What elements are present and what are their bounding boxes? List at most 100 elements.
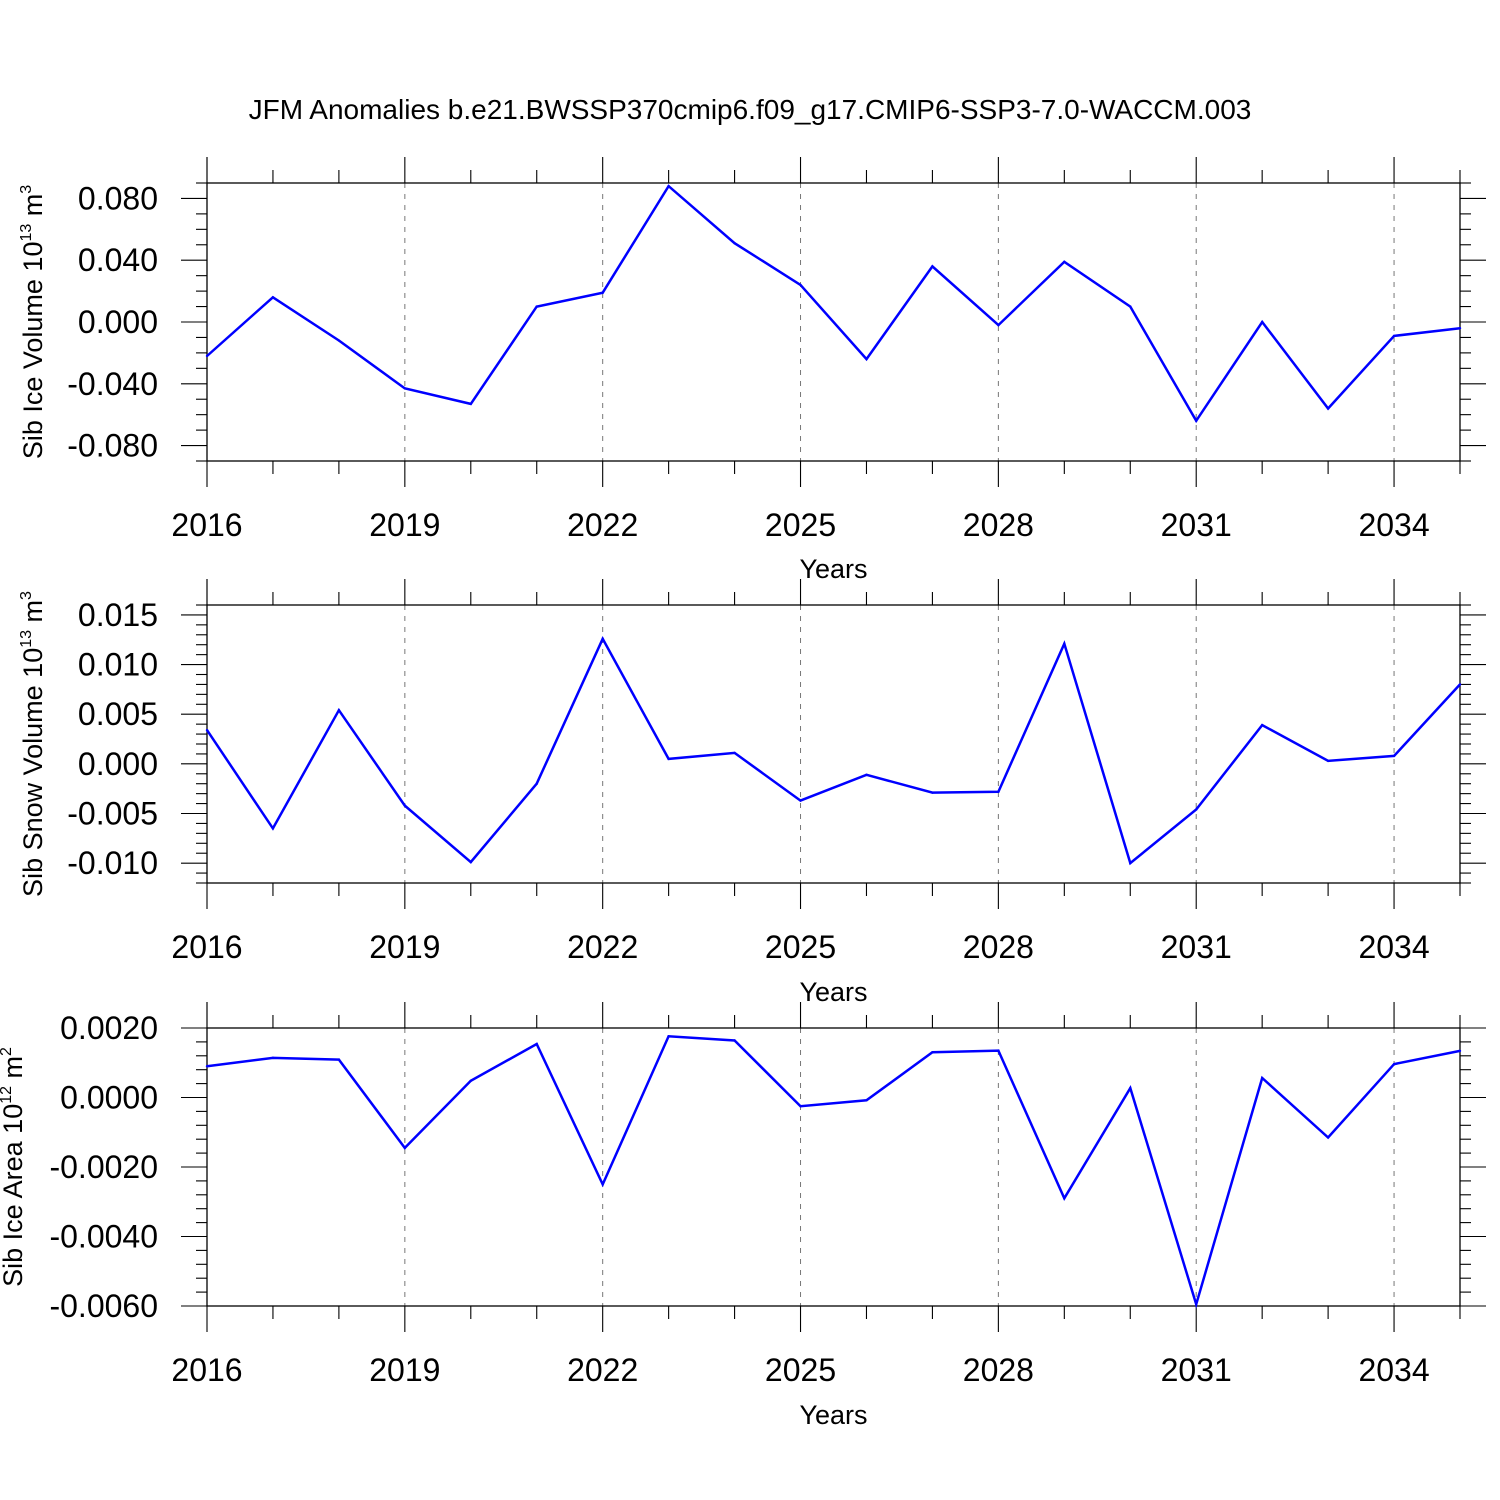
y-axis-title-text: Sib Ice Area 10 — [0, 1104, 28, 1287]
data-point — [337, 1058, 341, 1061]
data-point — [733, 1039, 736, 1042]
x-tick-label: 2022 — [567, 929, 638, 965]
data-point — [1129, 861, 1132, 865]
x-tick-label: 2031 — [1161, 929, 1232, 965]
y-tick-label: -0.080 — [67, 428, 158, 464]
y-tick-label: 0.080 — [78, 180, 158, 216]
x-tick-label: 2022 — [567, 507, 638, 543]
data-point — [403, 1146, 407, 1150]
data-point — [403, 804, 407, 807]
x-tick-label: 2028 — [963, 929, 1034, 965]
x-axis-title: Years — [799, 554, 867, 584]
x-tick-label: 2034 — [1358, 507, 1429, 543]
y-axis-title-unit: m — [18, 600, 48, 630]
x-tick-label: 2016 — [171, 1352, 242, 1388]
data-point — [733, 751, 736, 755]
data-point — [1458, 1049, 1462, 1053]
data-point — [1260, 723, 1264, 727]
x-axis-title: Years — [799, 1400, 867, 1430]
panel-1: 2016 2019 2022 2025 2028 2031 2034 Years -0.080 -… — [18, 157, 1486, 584]
data-point — [469, 1079, 472, 1083]
data-point — [1392, 334, 1396, 338]
plot-frame — [206, 1027, 1461, 1307]
data-point — [1326, 759, 1330, 763]
x-tick-label: 2025 — [765, 1352, 836, 1388]
plot-frame — [206, 604, 1461, 884]
x-tick-label: 2022 — [567, 1352, 638, 1388]
x-tick-label: 2019 — [369, 507, 440, 543]
y-axis-title-unit: m — [0, 1056, 28, 1086]
series-line — [205, 636, 1461, 866]
data-point — [1260, 320, 1264, 324]
y-tick-label: -0.010 — [67, 845, 158, 881]
x-tick-label: 2025 — [765, 929, 836, 965]
data-point — [865, 773, 868, 776]
figure-title: JFM Anomalies b.e21.BWSSP370cmip6.f09_g1… — [249, 94, 1252, 125]
data-point — [1195, 808, 1198, 811]
data-point — [799, 799, 802, 802]
data-point — [271, 827, 275, 830]
data-point — [799, 283, 802, 287]
data-point — [337, 339, 341, 342]
data-point — [931, 791, 934, 794]
data-point — [271, 1056, 275, 1060]
panel-3: 2016 2019 2022 2025 2028 2031 2034 Years -0.0060… — [0, 1002, 1486, 1430]
data-point — [997, 1049, 1000, 1052]
x-tick-label: 2016 — [171, 929, 242, 965]
data-point — [535, 305, 538, 308]
x-tick-label: 2025 — [765, 507, 836, 543]
data-point — [997, 790, 1000, 793]
y-axis-title: Sib Ice Volume 1013 m3 — [18, 185, 48, 459]
x-tick-label: 2028 — [963, 507, 1034, 543]
panels: 2016 2019 2022 2025 2028 2031 2034 Years -0.080 -… — [0, 157, 1486, 1430]
data-point — [469, 402, 472, 406]
x-tick-label: 2034 — [1358, 929, 1429, 965]
y-tick-label: 0.040 — [78, 242, 158, 278]
y-axis-title-unit-exponent: 3 — [18, 185, 35, 194]
data-point — [1392, 1062, 1396, 1066]
data-point — [667, 757, 670, 761]
data-point — [733, 242, 736, 245]
data-point — [337, 709, 341, 712]
y-axis-title-exponent: 13 — [18, 224, 35, 242]
data-point — [1195, 1303, 1198, 1306]
y-axis-title-exponent: 12 — [0, 1086, 15, 1104]
data-point — [997, 323, 1000, 327]
y-axis-title-text: Sib Snow Volume 10 — [18, 648, 48, 897]
y-axis-title-unit: m — [18, 194, 48, 224]
y-tick-label: -0.005 — [67, 796, 158, 832]
data-point — [1195, 419, 1198, 423]
data-point — [1063, 642, 1066, 645]
data-point — [469, 860, 472, 864]
data-point — [1063, 1197, 1066, 1200]
x-tick-label: 2028 — [963, 1352, 1034, 1388]
x-tick-label: 2019 — [369, 1352, 440, 1388]
panel-2: 2016 2019 2022 2025 2028 2031 2034 Years -0.010 -… — [18, 579, 1486, 1007]
y-tick-label: 0.015 — [78, 597, 158, 633]
y-tick-label: 0.000 — [78, 746, 158, 782]
data-point — [205, 728, 209, 732]
y-tick-label: 0.010 — [78, 647, 158, 683]
y-axis-title: Sib Ice Area 1012 m2 — [0, 1047, 28, 1287]
data-point — [1129, 305, 1132, 308]
data-point — [865, 1099, 868, 1102]
y-axis-title-unit-exponent: 3 — [18, 591, 35, 600]
data-point — [799, 1104, 802, 1108]
y-tick-label: -0.040 — [67, 366, 158, 402]
data-point — [1260, 1076, 1264, 1080]
data-point — [205, 1065, 209, 1068]
y-tick-label: 0.005 — [78, 696, 158, 732]
y-axis-title: Sib Snow Volume 1013 m3 — [18, 591, 48, 897]
y-axis-title-text: Sib Ice Volume 10 — [18, 242, 48, 460]
data-point — [403, 387, 407, 390]
data-point — [865, 357, 868, 361]
data-point — [601, 1183, 604, 1186]
data-point — [931, 265, 934, 268]
y-tick-label: -0.0020 — [49, 1149, 158, 1185]
data-point — [1392, 754, 1396, 758]
x-axis-title: Years — [799, 977, 867, 1007]
y-tick-label: -0.0060 — [49, 1288, 158, 1324]
data-point — [535, 782, 538, 785]
data-point — [667, 1035, 670, 1038]
